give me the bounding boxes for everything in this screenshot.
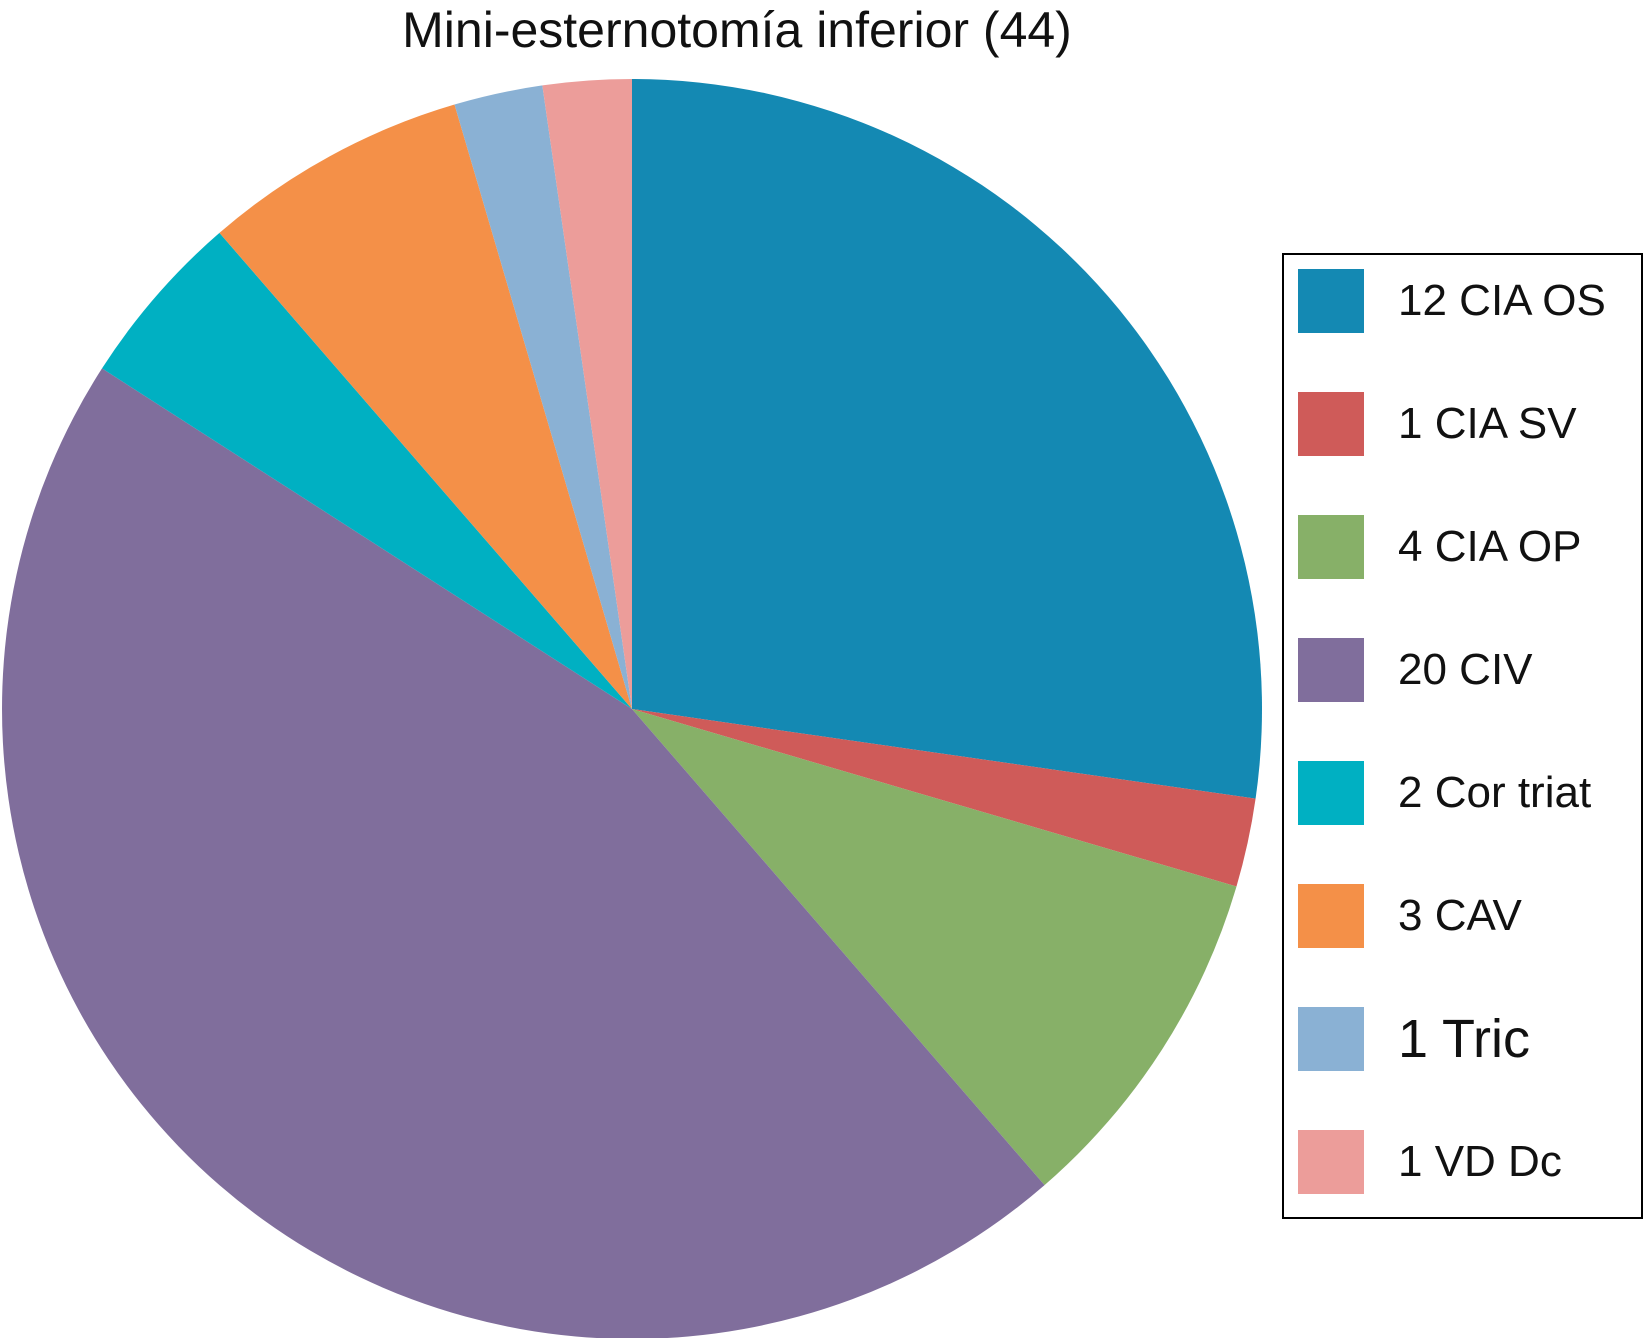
- legend-swatch: [1298, 269, 1364, 333]
- legend-swatch: [1298, 1007, 1364, 1071]
- legend-swatch: [1298, 392, 1364, 456]
- pie-slice-7: [454, 85, 632, 709]
- legend-label: 1 VD Dc: [1398, 1137, 1562, 1186]
- legend-swatch: [1298, 515, 1364, 579]
- legend-item: 1 VD Dc: [1298, 1130, 1638, 1194]
- pie-slice-3: [632, 709, 1237, 1186]
- legend-label: 12 CIA OS: [1398, 276, 1606, 325]
- pie-slice-6: [219, 104, 632, 709]
- legend-item: 12 CIA OS: [1298, 269, 1638, 333]
- pie-slice-1: [632, 79, 1263, 799]
- legend-item: 4 CIA OP: [1298, 515, 1638, 579]
- legend-label: 20 CIV: [1398, 645, 1533, 694]
- legend-swatch: [1298, 884, 1364, 948]
- legend-label: 1 Tric: [1398, 1009, 1531, 1069]
- legend-swatch: [1298, 638, 1364, 702]
- pie-slices: [2, 79, 1263, 1338]
- pie-slice-5: [102, 232, 632, 709]
- legend-item: 20 CIV: [1298, 638, 1638, 702]
- chart-legend: 12 CIA OS 1 CIA SV 4 CIA OP 20 CIV 2 Cor…: [1282, 253, 1643, 1219]
- legend-label: 1 CIA SV: [1398, 399, 1577, 448]
- legend-swatch: [1298, 761, 1364, 825]
- pie-slice-4: [2, 368, 1045, 1338]
- chart-title: Mini-esternotomía inferior (44): [402, 2, 1072, 58]
- legend-item: 3 CAV: [1298, 884, 1638, 948]
- pie-slice-2: [632, 709, 1256, 887]
- legend-label: 3 CAV: [1398, 891, 1522, 940]
- pie-slice-8: [542, 79, 632, 709]
- legend-label: 2 Cor triat: [1398, 768, 1592, 817]
- legend-label: 4 CIA OP: [1398, 522, 1582, 571]
- legend-swatch: [1298, 1130, 1364, 1194]
- legend-item: 2 Cor triat: [1298, 761, 1638, 825]
- legend-item: 1 Tric: [1298, 1007, 1638, 1071]
- legend-item: 1 CIA SV: [1298, 392, 1638, 456]
